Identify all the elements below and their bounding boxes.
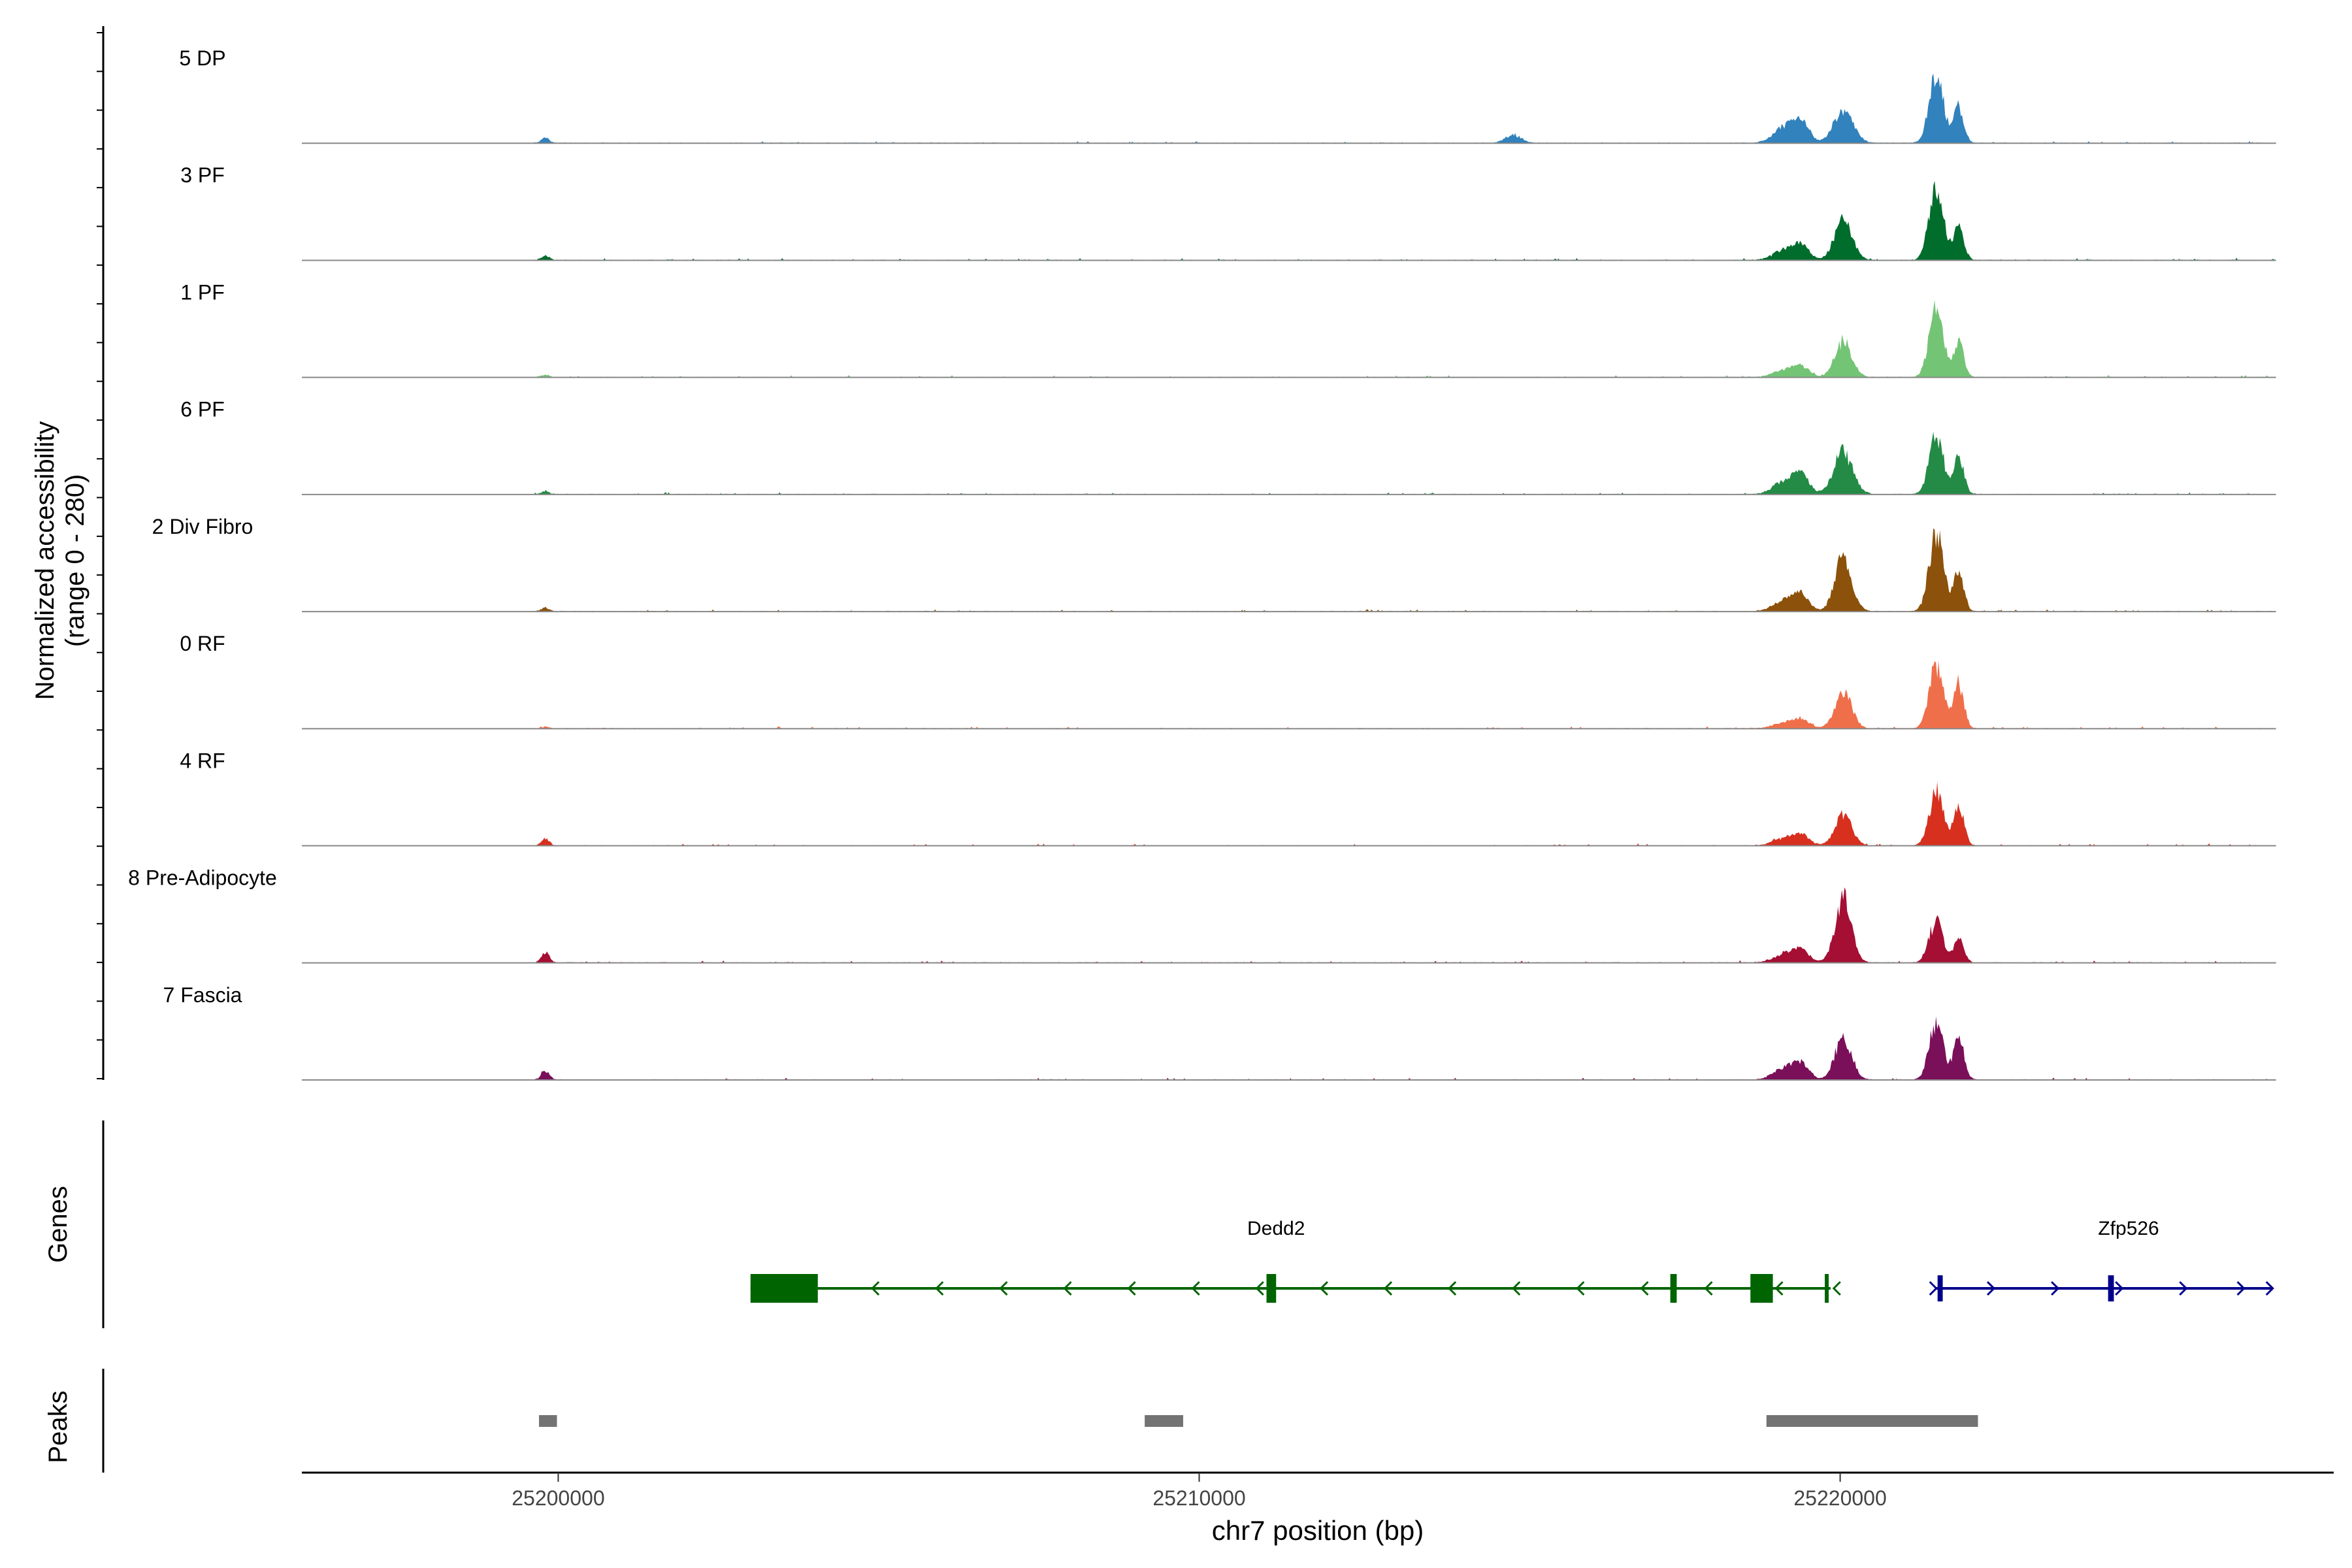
track-coverage-area — [532, 528, 2276, 612]
gene-label: Dedd2 — [1247, 1218, 1305, 1239]
x-tick-label: 25210000 — [1152, 1486, 1245, 1510]
gene-strand-arrow — [2179, 1281, 2188, 1296]
track-coverage-area — [532, 180, 2276, 261]
track-coverage-area — [532, 1016, 2276, 1080]
x-axis-label: chr7 position (bp) — [1212, 1515, 1424, 1546]
x-tick-label: 25200000 — [512, 1486, 604, 1510]
gene-exon — [1266, 1274, 1277, 1303]
track-coverage-area — [532, 781, 2276, 846]
peak-region — [538, 1415, 557, 1427]
track-2-div-fibro: 2 Div Fibro — [152, 515, 2276, 613]
gene-strand-arrow — [871, 1281, 880, 1296]
gene-label: Zfp526 — [2098, 1218, 2159, 1239]
track-coverage-area — [532, 73, 2276, 144]
track-8-pre-adipocyte: 8 Pre-Adipocyte — [128, 866, 2276, 964]
track-coverage-area — [532, 661, 2276, 729]
gene-strand-arrow — [1127, 1281, 1136, 1296]
peaks-panel-label: Peaks — [44, 1390, 73, 1463]
gene-strand-arrow — [1319, 1281, 1328, 1296]
gene-exon — [1937, 1275, 1943, 1301]
x-axis-ticks: 25200000 25210000 25220000 — [512, 1473, 1887, 1510]
gene-strand-arrow — [1704, 1281, 1713, 1296]
peaks-panel — [102, 1369, 1978, 1473]
gene-strand-arrow — [1832, 1281, 1841, 1296]
track-0-rf: 0 RF — [180, 632, 2276, 730]
y-axis-label-line2: (range 0 - 280) — [61, 474, 90, 647]
y-axis-label: Normalized accessibility (range 0 - 280) — [31, 421, 90, 700]
track-label: 4 RF — [180, 749, 225, 772]
track-coverage-area — [532, 887, 2276, 963]
track-4-rf: 4 RF — [180, 749, 2276, 847]
gene-strand-arrow — [1576, 1281, 1585, 1296]
gene-zfp526: Zfp526 — [1929, 1218, 2274, 1301]
gene-strand-arrow — [1929, 1281, 1938, 1296]
track-label: 3 PF — [180, 163, 225, 187]
gene-strand-arrow — [1383, 1281, 1393, 1296]
gene-annotation-panel: Dedd2 Zfp526 — [102, 1120, 2274, 1328]
gene-strand-arrow — [935, 1281, 944, 1296]
track-label: 0 RF — [180, 632, 225, 655]
gene-exon — [750, 1274, 818, 1303]
gene-strand-arrow — [1640, 1281, 1649, 1296]
x-tick-label: 25220000 — [1793, 1486, 1886, 1510]
y-axis-label-line1: Normalized accessibility — [31, 421, 59, 700]
gene-strand-arrow — [1447, 1281, 1457, 1296]
accessibility-tracks: 5 DP 3 PF 1 PF 6 PF 2 Div Fibro 0 RF 4 RF 8 Pre… — [97, 26, 2276, 1081]
track-3-pf: 3 PF — [180, 163, 2276, 261]
gene-exon — [2108, 1275, 2114, 1301]
gene-strand-arrow — [2265, 1281, 2274, 1296]
gene-strand-arrow — [2051, 1281, 2060, 1296]
track-6-pf: 6 PF — [180, 398, 2276, 495]
gene-strand-arrow — [1986, 1281, 1996, 1296]
track-1-pf: 1 PF — [180, 280, 2276, 378]
gene-strand-arrow — [999, 1281, 1008, 1296]
track-label: 5 DP — [179, 46, 225, 70]
gene-strand-arrow — [1512, 1281, 1521, 1296]
gene-strand-arrow — [2115, 1281, 2124, 1296]
track-label: 2 Div Fibro — [152, 515, 253, 538]
track-label: 6 PF — [180, 398, 225, 421]
genes-panel-label: Genes — [44, 1186, 73, 1263]
gene-exon — [1670, 1274, 1677, 1303]
track-7-fascia: 7 Fascia — [163, 983, 2276, 1081]
gene-exon — [1750, 1274, 1773, 1303]
gene-strand-arrow — [2236, 1281, 2246, 1296]
gene-dedd2: Dedd2 — [750, 1218, 1841, 1303]
gene-strand-arrow — [1255, 1281, 1264, 1296]
gene-strand-arrow — [1063, 1281, 1072, 1296]
gene-strand-arrow — [1191, 1281, 1200, 1296]
track-label: 8 Pre-Adipocyte — [128, 866, 277, 890]
track-label: 1 PF — [180, 280, 225, 304]
track-coverage-area — [532, 431, 2276, 495]
track-5-dp: 5 DP — [179, 46, 2276, 144]
gene-strand-arrow — [1774, 1281, 1784, 1296]
track-coverage-area — [532, 300, 2276, 378]
track-label: 7 Fascia — [163, 983, 242, 1007]
peak-region — [1766, 1415, 1978, 1427]
peak-region — [1145, 1415, 1183, 1427]
gene-exon — [1825, 1274, 1829, 1303]
